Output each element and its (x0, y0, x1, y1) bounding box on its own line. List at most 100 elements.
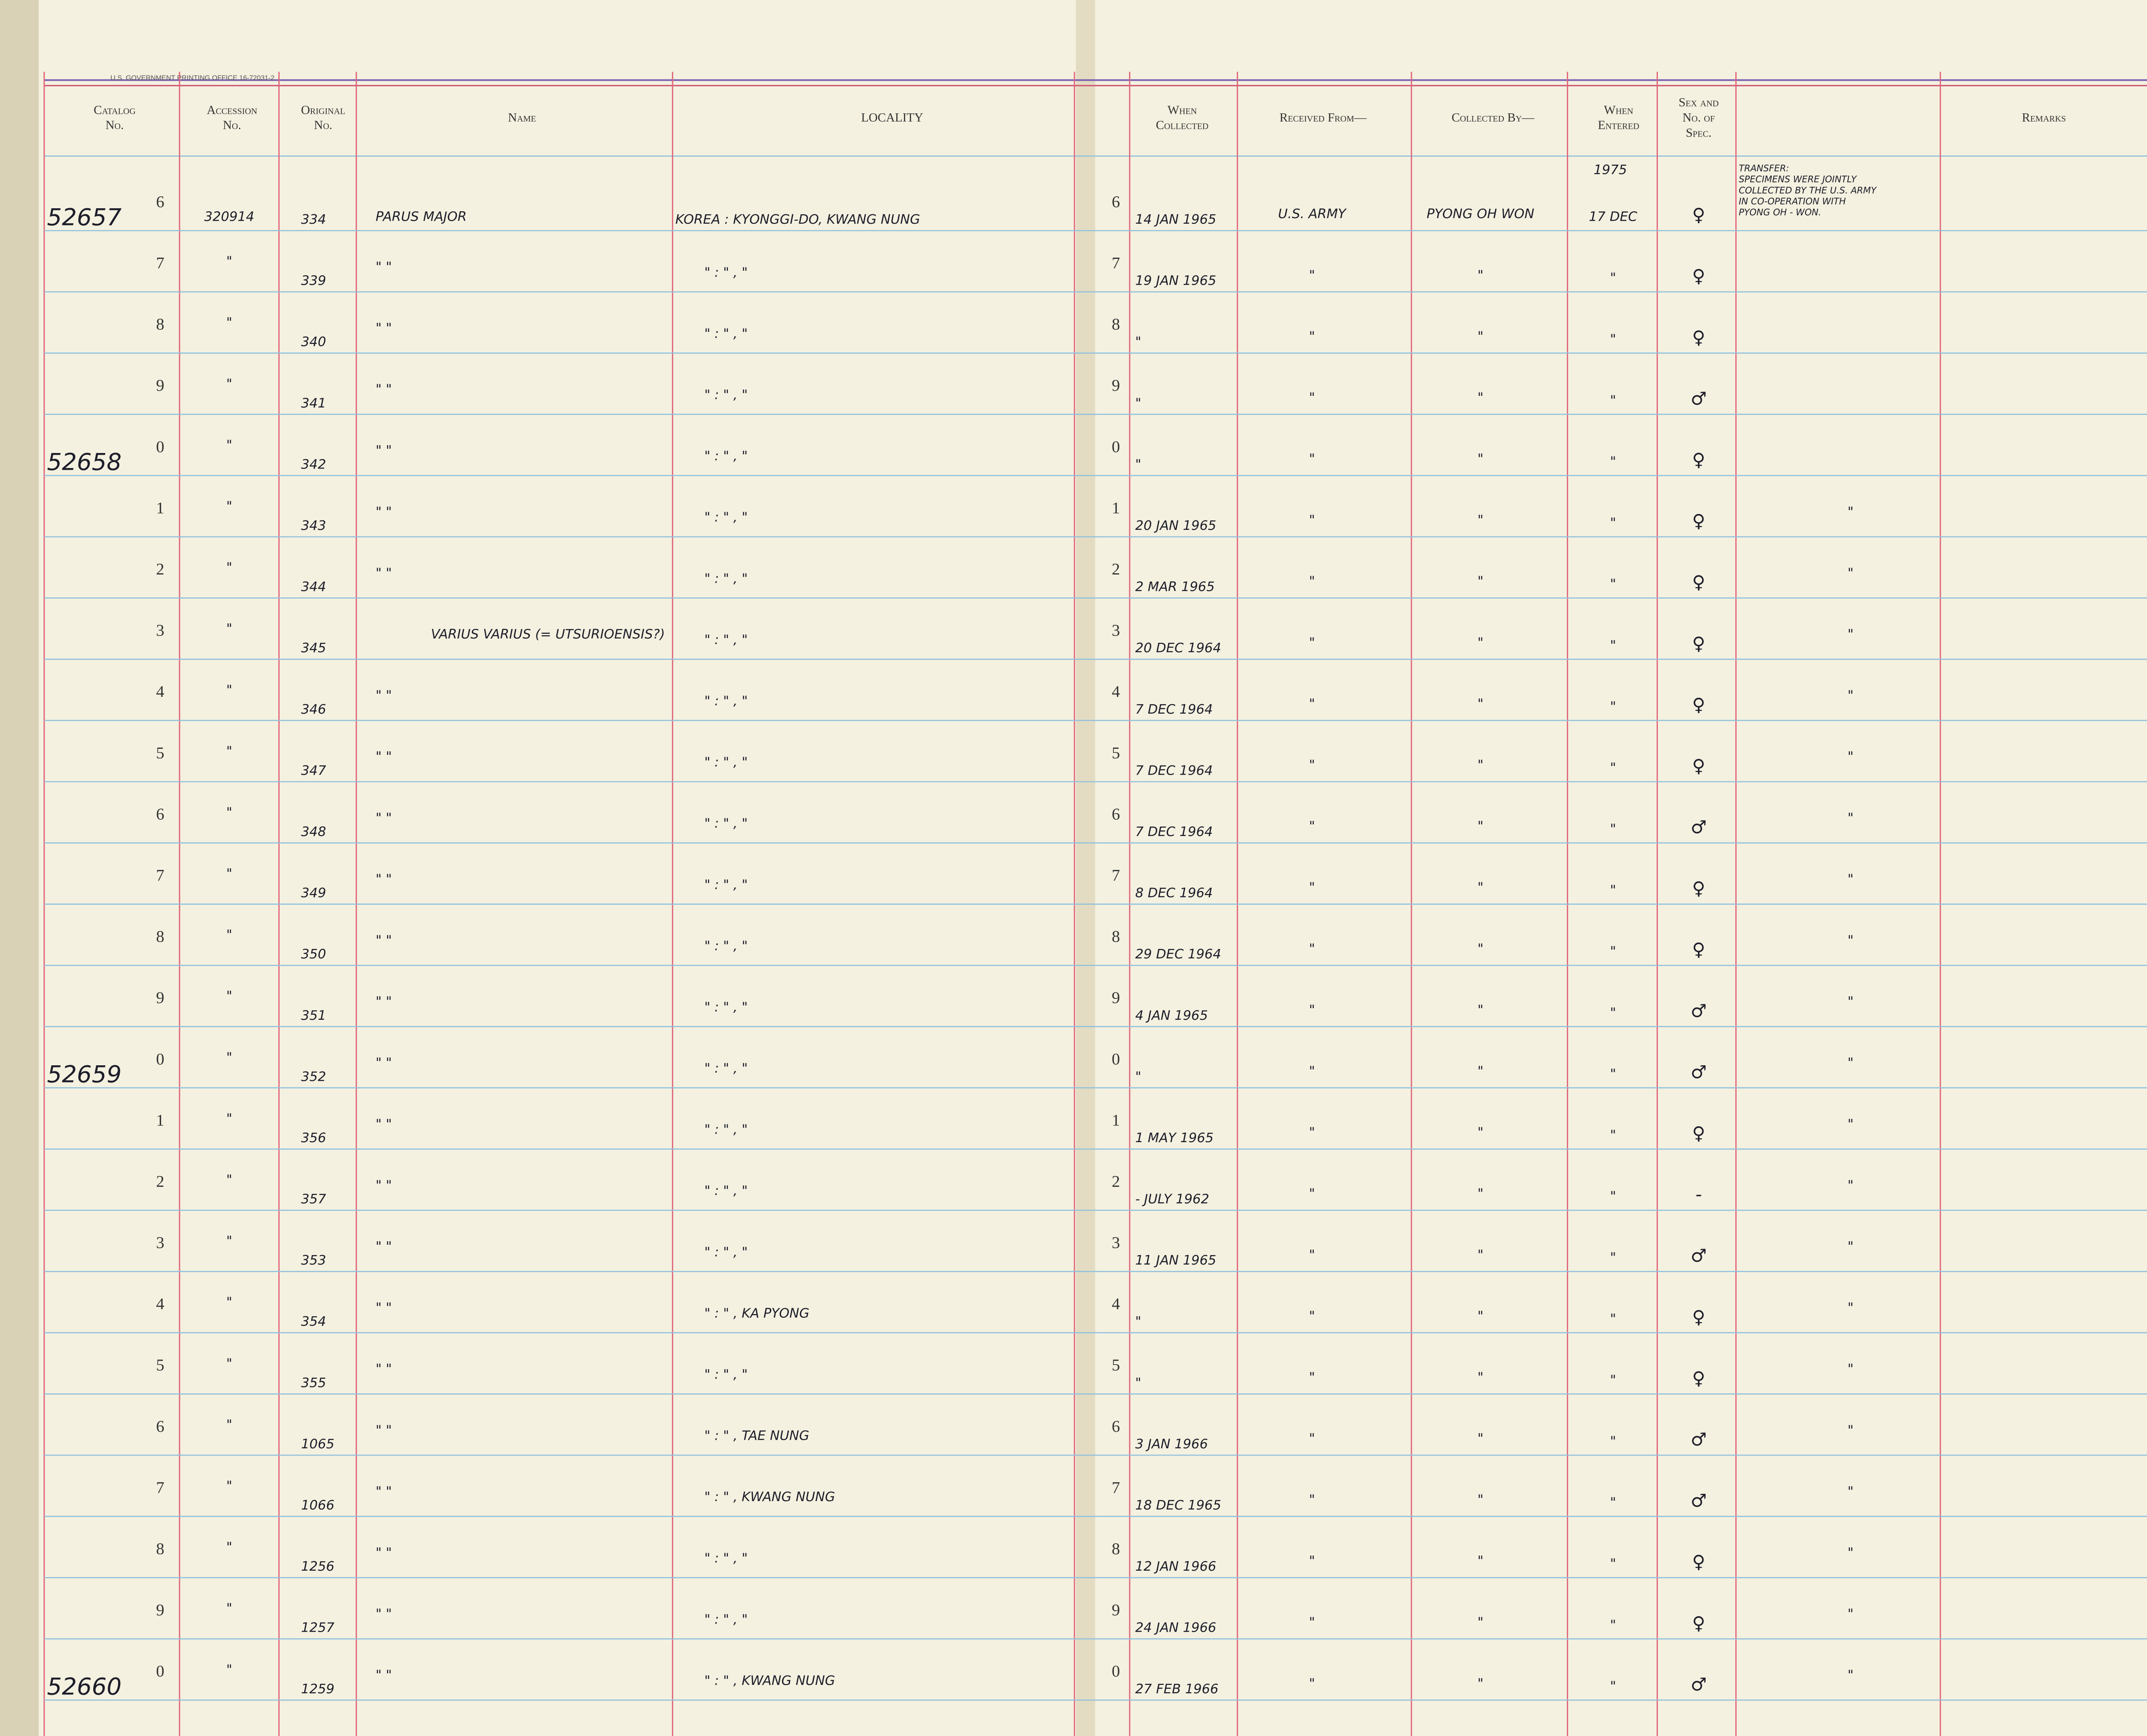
sex: ♂ (1691, 1490, 1706, 1511)
catalog-digit: 3 (1112, 622, 1120, 640)
when-entered: 17 DEC (1589, 210, 1637, 225)
catalog-digit: 3 (156, 622, 164, 640)
when-collected: - JULY 1962 (1135, 1192, 1209, 1207)
when-entered: " (1610, 760, 1616, 775)
when-entered: " (1610, 1250, 1616, 1265)
name: " " (376, 811, 392, 826)
remarks: " (1848, 933, 1854, 948)
locality: " : " , " (704, 1061, 748, 1076)
remarks: " (1848, 1607, 1854, 1622)
original-no: 1066 (301, 1498, 335, 1513)
accession-no: " (226, 1540, 232, 1555)
accession-no: " (226, 315, 232, 330)
accession-no: " (226, 1417, 232, 1432)
column-header: No. (106, 119, 124, 132)
name: " " (376, 1668, 392, 1683)
original-no: 357 (301, 1192, 326, 1207)
original-no: 345 (301, 641, 326, 656)
when-entered: " (1610, 638, 1616, 653)
received-from: " (1309, 941, 1315, 956)
original-no: 355 (301, 1375, 326, 1390)
catalog-digit: 8 (1112, 928, 1120, 946)
collected-by: PYONG OH WON (1426, 207, 1534, 222)
original-no: 1256 (301, 1559, 335, 1574)
column-header: Original (301, 103, 345, 117)
locality: " : " , " (704, 510, 748, 525)
remarks: " (1848, 1178, 1854, 1193)
locality: " : " , KWANG NUNG (704, 1490, 835, 1505)
sex: ♂ (1691, 1000, 1706, 1021)
original-no: 341 (301, 396, 326, 411)
column-header: Received From— (1280, 111, 1367, 125)
collected-by: " (1478, 941, 1484, 956)
collected-by: " (1478, 635, 1484, 650)
collected-by: " (1478, 696, 1484, 711)
catalog-no: 52660 (47, 1673, 122, 1700)
collected-by: " (1478, 1247, 1484, 1262)
sex: ♀ (1692, 1123, 1706, 1144)
when-collected: 7 DEC 1964 (1135, 824, 1213, 839)
column-header: Collected By— (1451, 111, 1535, 125)
when-collected: 20 JAN 1965 (1135, 518, 1216, 533)
when-collected: 29 DEC 1964 (1135, 947, 1221, 962)
received-from: " (1309, 1247, 1315, 1262)
catalog-digit: 2 (156, 560, 164, 578)
collected-by: " (1478, 1676, 1484, 1691)
catalog-digit: 3 (1112, 1234, 1120, 1252)
remarks-note: TRANSFER: (1739, 163, 1789, 173)
name: " " (376, 872, 392, 887)
catalog-digit: 0 (1112, 1050, 1120, 1068)
when-entered: " (1610, 454, 1616, 469)
accession-no: " (226, 989, 232, 1004)
column-header: Collected (1156, 119, 1209, 132)
original-no: 356 (301, 1131, 326, 1146)
catalog-digit: 5 (1112, 1356, 1120, 1374)
column-header: No. (223, 119, 241, 132)
when-entered: " (1610, 332, 1616, 347)
when-collected: 20 DEC 1964 (1135, 641, 1221, 656)
name: " " (376, 382, 392, 397)
catalog-digit: 8 (156, 1540, 164, 1558)
accession-no: " (226, 1234, 232, 1249)
sex: - (1695, 1184, 1702, 1205)
catalog-digit: 2 (156, 1173, 164, 1191)
received-from: " (1309, 819, 1315, 834)
accession-no: " (226, 1662, 232, 1677)
sex: ♂ (1691, 817, 1706, 838)
name: " " (376, 1117, 392, 1132)
received-from: " (1309, 1554, 1315, 1569)
catalog-no: 52659 (47, 1061, 122, 1088)
when-entered: " (1610, 1067, 1616, 1082)
when-entered: " (1610, 1679, 1616, 1694)
entered-year: 1975 (1594, 162, 1627, 177)
remarks-note: PYONG OH - WON. (1739, 207, 1821, 218)
received-from: " (1309, 1003, 1315, 1018)
accession-no: 320914 (204, 210, 255, 225)
received-from: " (1309, 696, 1315, 711)
original-no: 1257 (301, 1620, 335, 1636)
column-header: No. of (1682, 111, 1715, 125)
when-collected: 24 JAN 1966 (1135, 1620, 1216, 1636)
name: " " (376, 505, 392, 520)
when-entered: " (1610, 1557, 1616, 1572)
collected-by: " (1478, 1431, 1484, 1446)
when-entered: " (1610, 1189, 1616, 1204)
original-no: 346 (301, 702, 326, 717)
collected-by: " (1478, 1125, 1484, 1140)
remarks: " (1848, 627, 1854, 642)
accession-no: " (226, 744, 232, 759)
accession-no: " (226, 438, 232, 453)
received-from: " (1309, 390, 1315, 405)
catalog-no: 52657 (47, 203, 122, 231)
collected-by: " (1478, 268, 1484, 283)
remarks: " (1848, 565, 1854, 581)
column-header: Spec. (1686, 126, 1712, 140)
accession-no: " (226, 1173, 232, 1188)
remarks: " (1848, 1668, 1854, 1683)
accession-no: " (226, 683, 232, 698)
remarks-note: SPECIMENS WERE JOINTLY (1739, 174, 1858, 185)
remarks: " (1848, 1117, 1854, 1132)
when-collected: 3 JAN 1966 (1135, 1437, 1208, 1452)
when-collected: " (1135, 457, 1141, 472)
name: " " (376, 1484, 392, 1499)
